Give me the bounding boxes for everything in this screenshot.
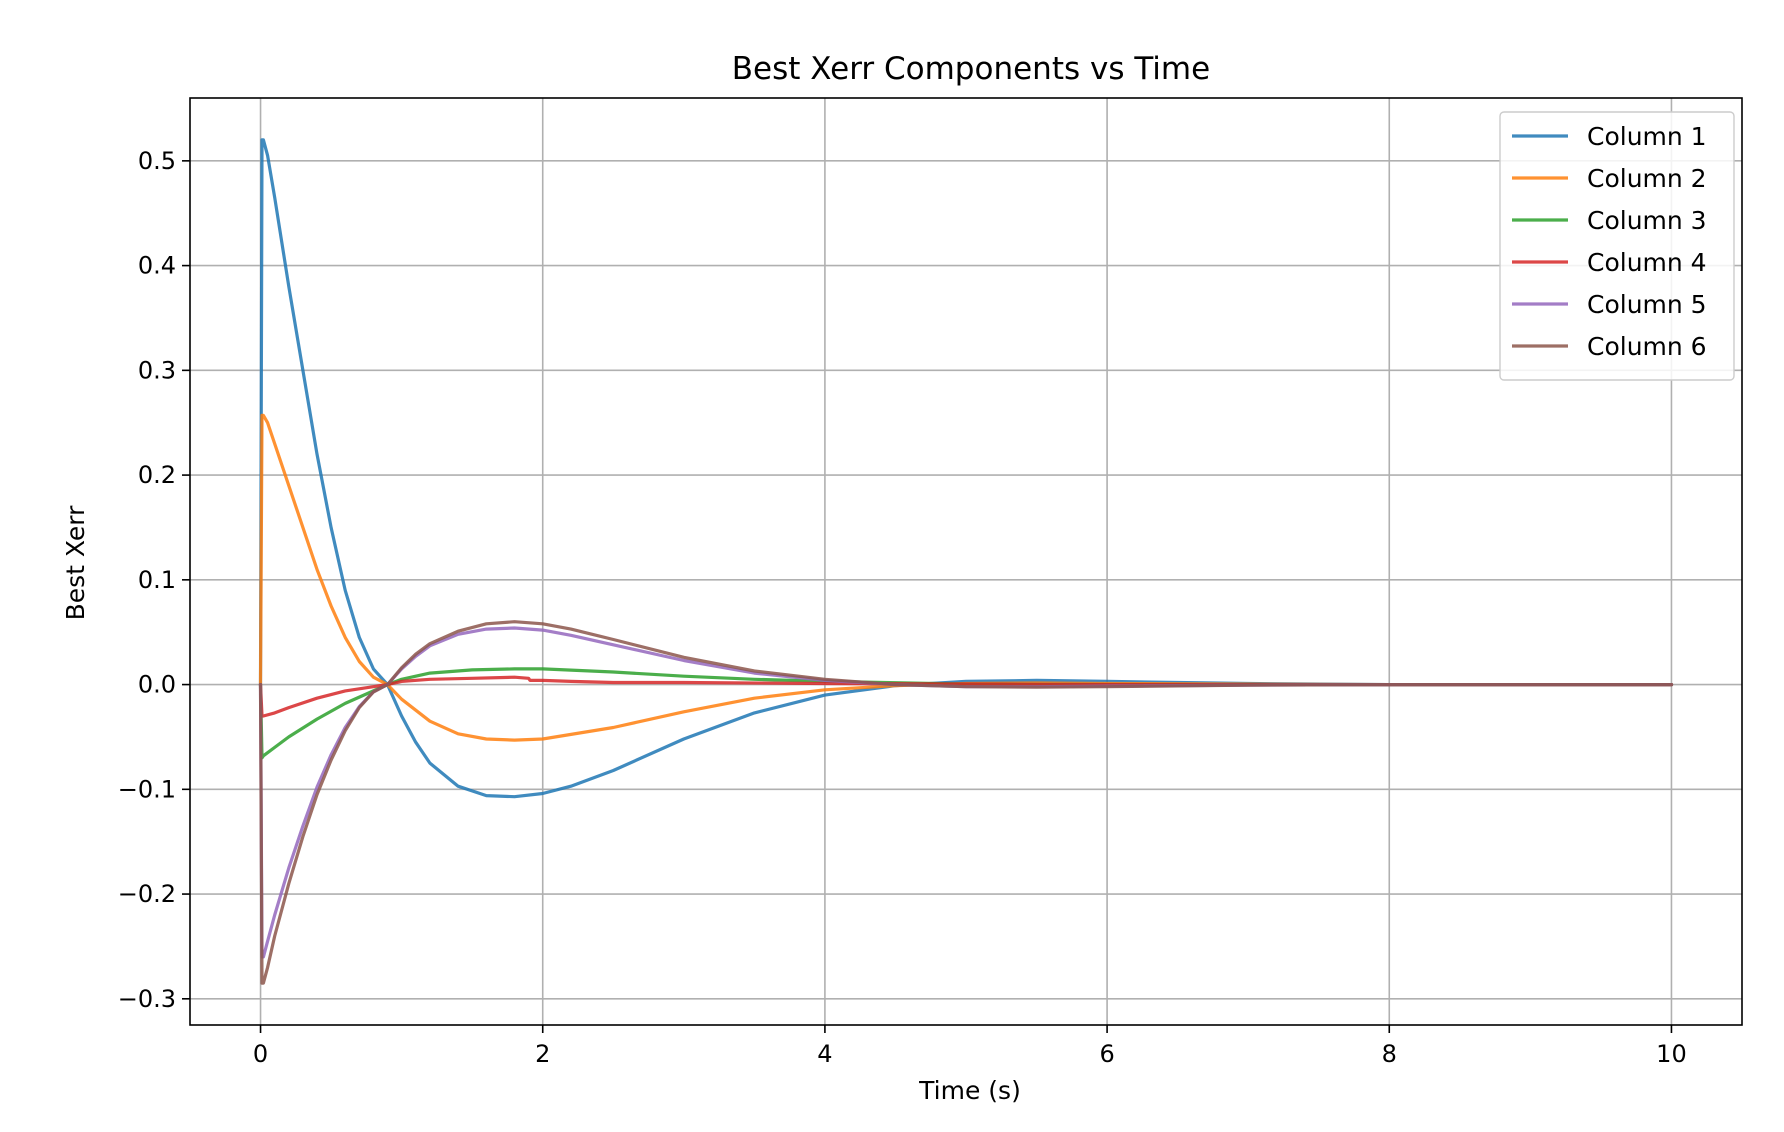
x-tick-label: 8 (1382, 1040, 1397, 1068)
legend-label: Column 6 (1587, 332, 1707, 361)
series-line-column-1 (258, 138, 1674, 799)
legend-label: Column 4 (1587, 248, 1707, 277)
series-line-column-4 (258, 675, 1674, 718)
x-tick-label: 6 (1099, 1040, 1114, 1068)
x-tick-label: 10 (1656, 1040, 1687, 1068)
series-line-column-6 (258, 620, 1674, 985)
y-tick-label: 0.1 (138, 566, 176, 594)
y-tick-label: 0.2 (138, 461, 176, 489)
y-tick-label: 0.0 (138, 671, 176, 699)
legend-label: Column 1 (1587, 122, 1707, 151)
legend: Column 1 Column 2 Column 3 Column 4 Column 5… (1499, 111, 1735, 381)
x-tick-label: 2 (535, 1040, 550, 1068)
y-tick-label: 0.3 (138, 356, 176, 384)
y-tick-label: −0.1 (118, 775, 176, 803)
y-tick-label: 0.5 (138, 147, 176, 175)
plot-frame (189, 97, 1743, 1026)
plot-series (258, 138, 1674, 985)
y-tick-label: −0.2 (118, 880, 176, 908)
legend-label: Column 3 (1587, 206, 1707, 235)
chart-title: Best Xerr Components vs Time (732, 51, 1210, 87)
axis-ticks: 0 2 4 6 8 10 −0.3 −0.2 −0.1 0.0 0.1 0.2 0.3 0.4 0.5 (118, 147, 1687, 1068)
y-tick-label: 0.4 (138, 252, 176, 280)
x-axis-label: Time (s) (918, 1076, 1021, 1105)
legend-label: Column 2 (1587, 164, 1707, 193)
x-tick-label: 0 (253, 1040, 268, 1068)
y-tick-label: −0.3 (118, 985, 176, 1013)
y-axis-label: Best Xerr (61, 505, 90, 621)
legend-label: Column 5 (1587, 290, 1707, 319)
x-tick-label: 4 (817, 1040, 832, 1068)
